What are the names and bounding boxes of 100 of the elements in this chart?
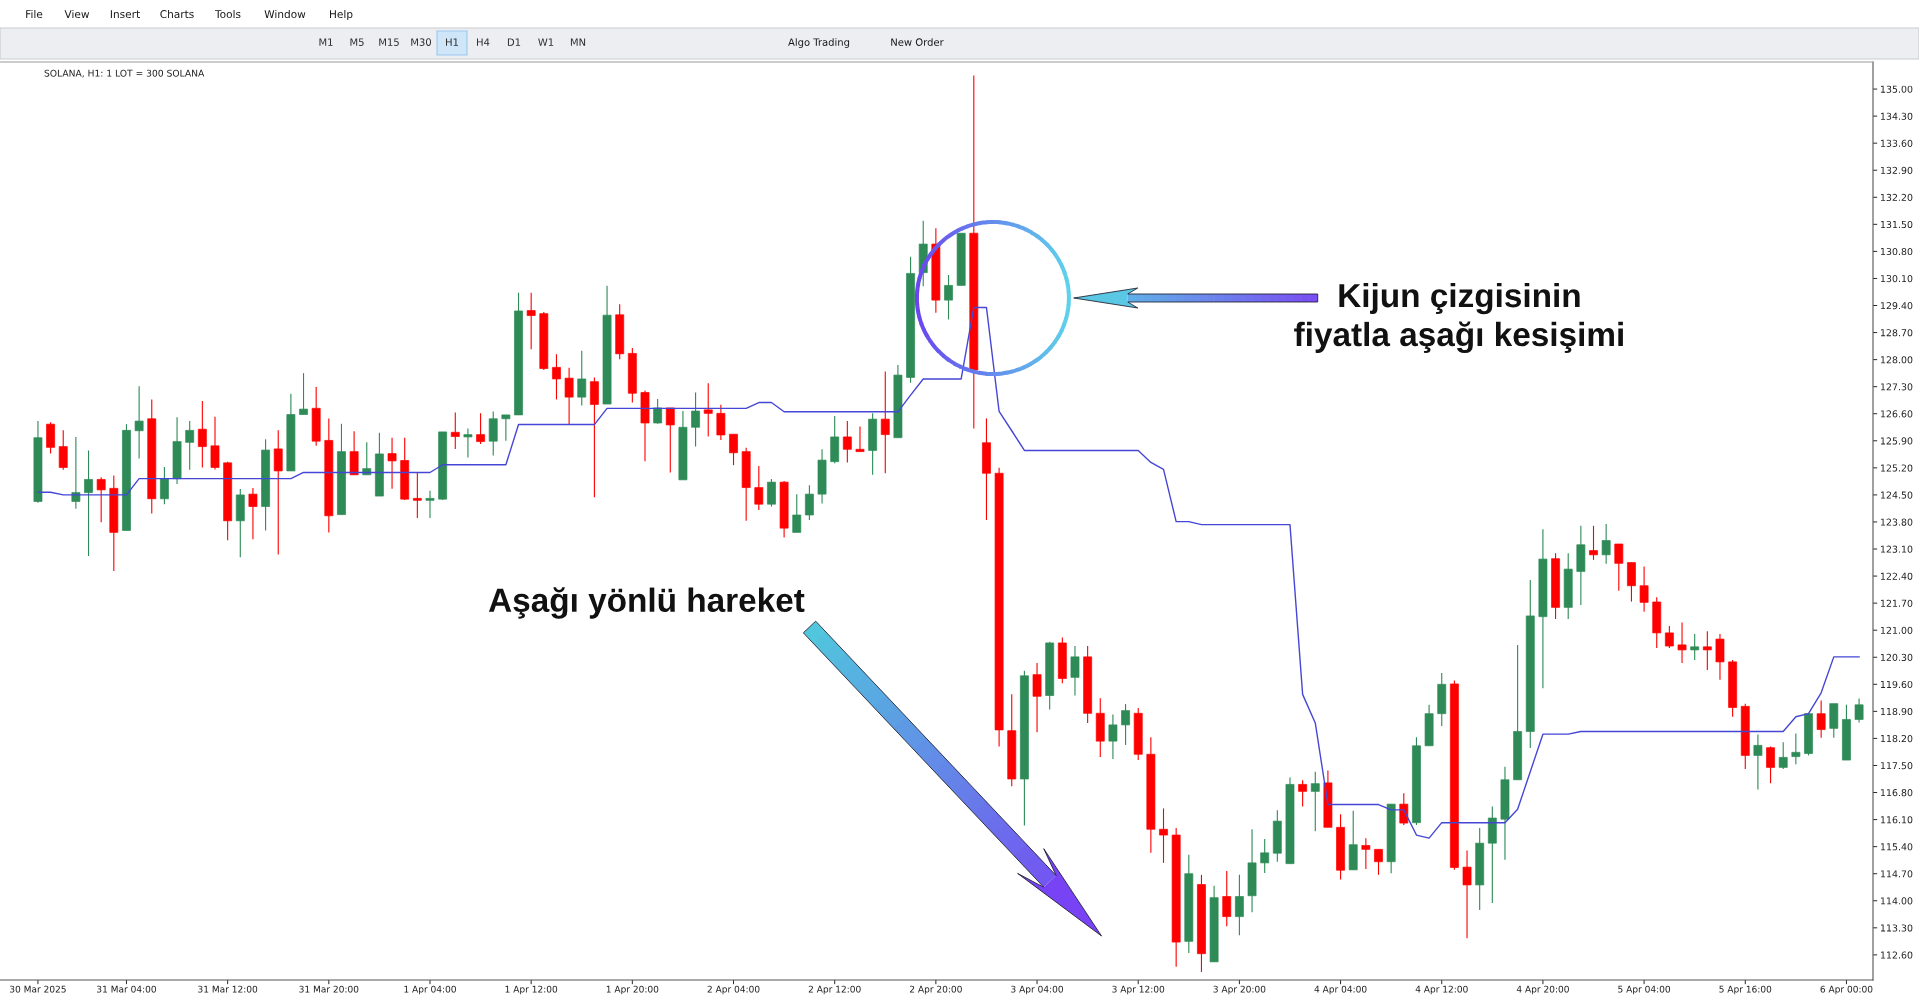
y-tick-label: 132.90 [1880,166,1913,174]
candlestick [767,478,776,508]
candlestick [1690,633,1700,661]
candlestick [299,372,308,416]
text: M30 [411,38,432,46]
candlestick [1664,625,1674,649]
candlestick [1260,838,1270,874]
text: H1 [446,38,459,46]
candlestick [691,391,700,448]
x-tick-label: 2 Apr 04:00 [707,985,760,995]
text: H4 [477,38,490,46]
y-tick-label: 113.30 [1880,924,1913,932]
candlestick [46,421,55,455]
y-tick-label: 134.30 [1880,112,1913,120]
text: Algo Trading [788,38,850,48]
candlestick [501,414,511,442]
candlestick [210,416,220,470]
y-tick-label: 126.60 [1880,410,1913,418]
candlestick [476,412,485,445]
candlestick [653,398,663,425]
candlestick [58,429,68,471]
text: M15 [379,38,399,46]
y-tick-label: 124.50 [1880,491,1913,499]
y-tick-label: 114.00 [1880,897,1913,905]
candlestick [425,490,435,519]
candlestick [84,449,93,557]
x-tick-label: 5 Apr 04:00 [1618,985,1671,995]
x-tick-label: 2 Apr 12:00 [808,985,861,995]
candlestick [1753,734,1763,790]
candlestick [880,371,890,474]
text: D1 [507,38,521,46]
y-tick-label: 114.70 [1880,870,1913,878]
x-tick-label: 31 Mar 20:00 [299,985,359,993]
candlestick [273,429,283,555]
candlestick [526,292,536,350]
y-tick-label: 118.20 [1880,735,1913,743]
y-tick-label: 125.20 [1880,464,1913,472]
y-tick-label: 130.10 [1880,275,1913,283]
candlestick [1614,543,1624,592]
candlestick [1298,779,1308,808]
y-tick-label: 116.10 [1880,816,1913,824]
candlestick [1702,630,1712,671]
candlestick [944,274,953,320]
candlestick [1816,699,1826,739]
x-tick-label: 3 Apr 20:00 [1213,985,1266,995]
candlestick [1766,745,1775,784]
x-tick-label: 4 Apr 20:00 [1516,985,1569,995]
candlestick [1235,874,1244,936]
text: SOLANA, H1: 1 LOT = 300 SOLANA [44,69,205,78]
candlestick [1627,561,1636,603]
candlestick [1374,848,1383,876]
candlestick [450,412,460,450]
candlestick [1222,870,1232,927]
candlestick [1121,703,1130,746]
x-tick-label: 6 Apr 00:00 [1820,985,1873,995]
text: Tools [214,9,241,19]
candlestick [1032,662,1042,733]
candlestick [349,430,359,476]
x-tick-label: 31 Mar 12:00 [198,985,258,993]
candlestick [805,484,814,521]
y-tick-label: 119.60 [1880,680,1913,689]
candlestick [552,353,561,400]
y-tick-label: 128.00 [1880,356,1913,364]
candlestick [1601,523,1611,565]
y-tick-label: 122.40 [1880,572,1913,580]
candlestick [1791,732,1801,765]
candlestick [134,385,144,460]
candlestick [412,471,422,519]
candlestick [665,407,675,474]
annotation: Aşağı yönlü hareket [488,587,805,619]
x-tick-label: 1 Apr 04:00 [404,985,456,995]
candlestick [1462,849,1472,939]
candlestick [1639,565,1649,613]
candlestick [703,382,713,438]
y-tick-label: 118.90 [1880,707,1913,716]
y-tick-label: 127.30 [1880,383,1913,391]
candlestick [185,420,195,471]
candlestick [362,441,372,476]
candlestick [716,404,726,441]
candlestick [1159,807,1168,864]
y-tick-label: 128.70 [1880,329,1913,337]
candlestick [1589,525,1598,561]
candlestick [729,433,738,466]
y-tick-label: 116.80 [1880,789,1913,797]
candlestick [488,410,498,457]
candlestick [842,420,852,463]
candlestick [1677,621,1687,664]
x-tick-label: 2 Apr 20:00 [909,985,962,995]
y-tick-label: 121.70 [1880,599,1913,607]
text: View [64,9,90,19]
candlestick [564,367,574,425]
text: M1 [319,38,333,46]
y-tick-label: 131.50 [1880,220,1913,229]
x-tick-label: 3 Apr 04:00 [1011,985,1063,995]
candlestick [590,376,599,498]
text: File [26,9,43,19]
y-tick-label: 130.80 [1880,247,1913,256]
x-tick-label: 4 Apr 04:00 [1314,985,1367,995]
annotation: Kijun çizgisinin fiyatla aşağı kesişimi [1294,282,1623,354]
candlestick [248,487,258,540]
